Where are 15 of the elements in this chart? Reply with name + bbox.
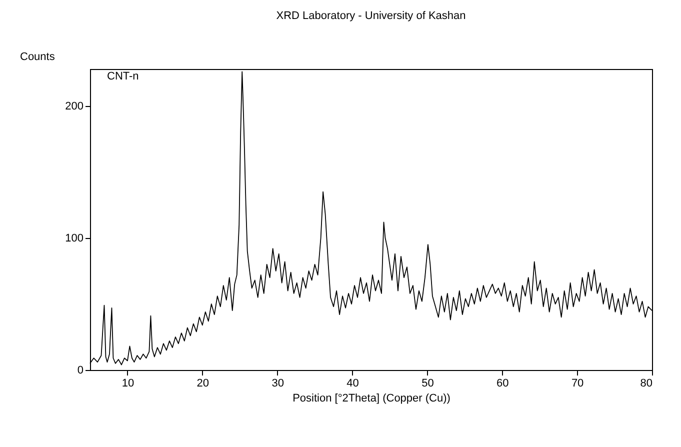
x-tick-label: 50 [422,378,434,390]
x-tick-label: 60 [496,378,509,390]
y-tick-label: 200 [65,100,84,112]
y-axis-title: Counts [20,51,56,63]
y-tick-label: 100 [65,232,84,244]
text: CNT-n [107,70,139,82]
x-tick-label: 40 [346,378,359,390]
x-tick-label: 10 [122,378,134,390]
y-tick-label: 0 [77,364,84,376]
x-tick-label: 30 [272,378,284,390]
x-tick-label: 20 [196,378,210,390]
chart-title: XRD Laboratory - University of Kashan [276,10,466,22]
x-axis-title: Position [°2Theta] (Copper (Cu)) [292,392,450,404]
x-tick-label: 70 [571,378,584,390]
x-tick-label: 80 [640,378,652,390]
